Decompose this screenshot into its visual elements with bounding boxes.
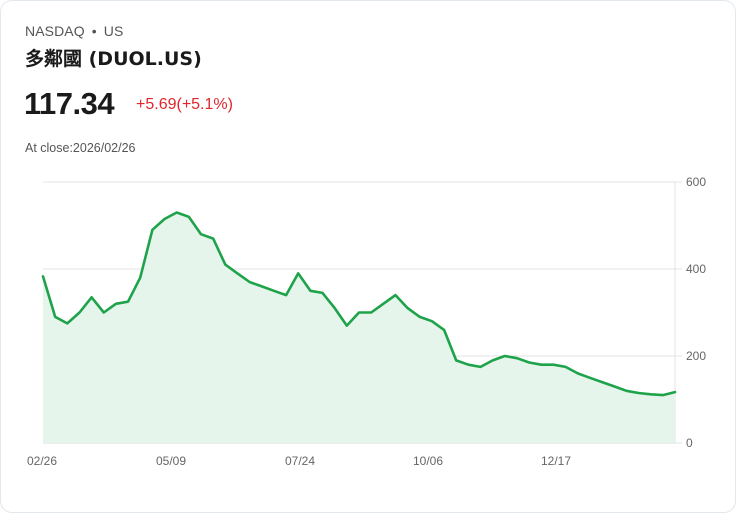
y-tick-600: 600 — [686, 175, 706, 189]
price-change: +5.69(+5.1%) — [136, 96, 233, 113]
stock-price: 117.34 — [24, 86, 115, 121]
separator-dot: • — [91, 23, 97, 39]
y-tick-400: 400 — [686, 262, 706, 276]
exchange-name: NASDAQ — [25, 23, 85, 39]
y-tick-200: 200 — [686, 349, 706, 363]
exchange-info: NASDAQ • US — [25, 23, 123, 39]
x-tick-3: 10/06 — [413, 454, 443, 468]
x-axis: 02/26 05/09 07/24 10/06 12/17 — [27, 454, 571, 468]
x-tick-1: 05/09 — [156, 454, 186, 468]
y-tick-0: 0 — [686, 436, 693, 450]
x-tick-2: 07/24 — [285, 454, 315, 468]
close-date: At close:2026/02/26 — [25, 141, 136, 155]
y-axis: 600 400 200 0 — [686, 175, 706, 450]
x-tick-0: 02/26 — [27, 454, 57, 468]
price-line — [41, 211, 677, 397]
market-name: US — [103, 23, 124, 39]
stock-title: 多鄰國 (DUOL.US) — [25, 48, 202, 70]
x-tick-4: 12/17 — [541, 454, 571, 468]
price-area-fill — [43, 212, 675, 443]
